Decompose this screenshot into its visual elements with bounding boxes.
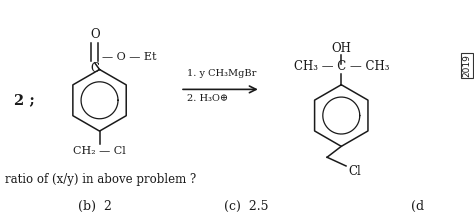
Text: (c)  2.5: (c) 2.5 — [224, 199, 269, 213]
Text: 1. y CH₃MgBr: 1. y CH₃MgBr — [187, 70, 256, 78]
Text: 2. H₃O⊕: 2. H₃O⊕ — [187, 94, 228, 103]
Text: ratio of (x/y) in above problem ?: ratio of (x/y) in above problem ? — [5, 173, 196, 186]
Text: CH₂ — Cl: CH₂ — Cl — [73, 146, 126, 156]
Text: — O — Et: — O — Et — [102, 52, 156, 62]
Text: O: O — [90, 28, 100, 41]
Text: 2019: 2019 — [463, 54, 471, 77]
Text: C: C — [91, 62, 99, 75]
Text: (d: (d — [410, 199, 424, 213]
Text: 2 ;: 2 ; — [14, 93, 35, 107]
Text: OH: OH — [331, 42, 351, 55]
Text: Cl: Cl — [348, 165, 361, 178]
Text: (b)  2: (b) 2 — [78, 199, 112, 213]
Text: CH₃ — C — CH₃: CH₃ — C — CH₃ — [293, 60, 389, 73]
